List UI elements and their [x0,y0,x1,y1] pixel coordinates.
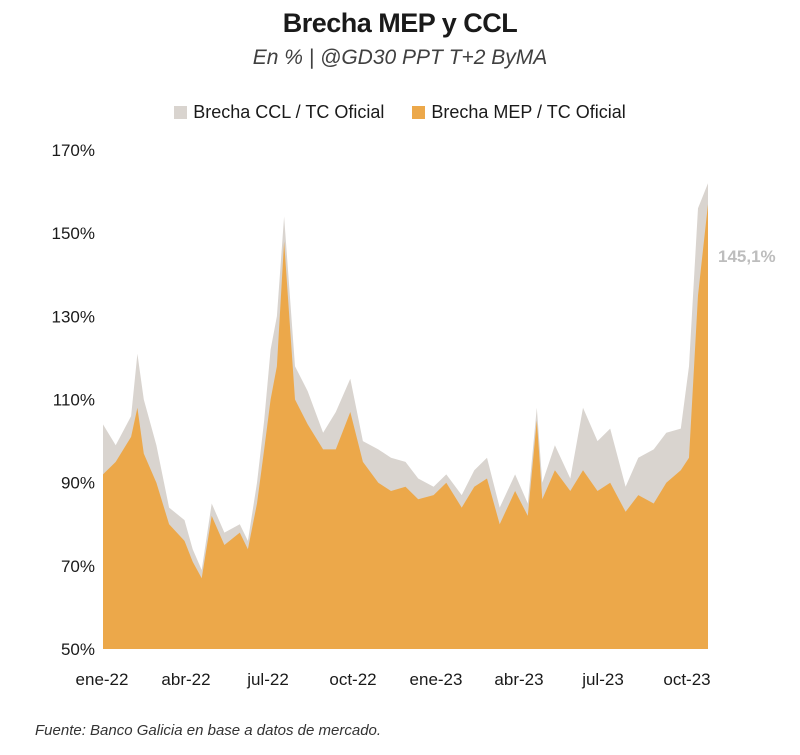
x-tick-label: abr-22 [161,670,210,689]
y-tick-label: 50% [61,640,95,659]
y-tick-label: 90% [61,474,95,493]
x-tick-label: ene-23 [410,670,463,689]
legend-swatch-mep [412,106,426,119]
y-tick-label: 150% [52,224,95,243]
legend-label-ccl: Brecha CCL / TC Oficial [193,102,385,122]
chart-title: Brecha MEP y CCL [282,8,518,38]
legend-item-mep: Brecha MEP / TC Oficial [412,102,626,123]
x-tick-label: ene-22 [76,670,129,689]
y-tick-label: 170% [52,141,95,160]
legend-swatch-ccl [174,106,188,119]
y-tick-label: 110% [53,391,95,410]
value-callout: 145,1% [718,247,776,266]
legend: Brecha CCL / TC Oficial Brecha MEP / TC … [0,102,800,123]
chart-subtitle: En % | @GD30 PPT T+2 ByMA [252,46,548,69]
legend-item-ccl: Brecha CCL / TC Oficial [174,102,384,123]
x-tick-label: jul-22 [246,670,289,689]
x-tick-label: oct-23 [663,670,710,689]
y-tick-label: 70% [61,557,95,576]
source-note: Fuente: Banco Galicia en base a datos de… [35,722,382,739]
legend-label-mep: Brecha MEP / TC Oficial [431,102,626,122]
x-tick-label: oct-22 [329,670,376,689]
x-tick-label: jul-23 [581,670,624,689]
x-tick-label: abr-23 [494,670,543,689]
y-tick-label: 130% [52,307,95,326]
area-series-mep [103,204,708,649]
